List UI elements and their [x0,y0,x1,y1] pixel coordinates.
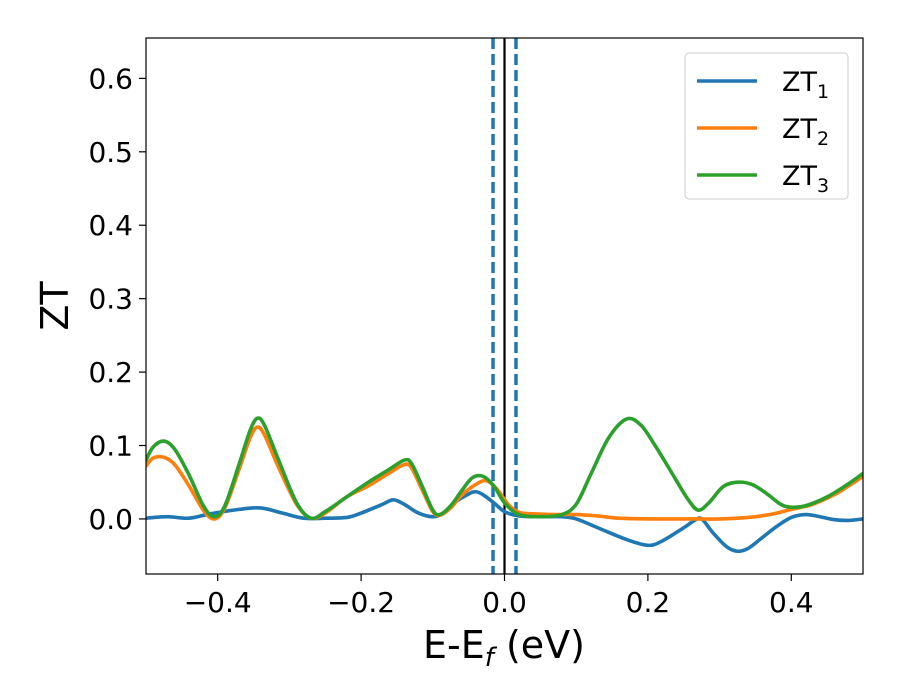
legend-label-zt3: ZT3 [782,161,829,197]
series-line-zt3 [146,416,863,521]
legend-frame [684,52,849,200]
x-axis-title: E-Ef (eV) [423,623,585,673]
y-tick-label: 0.2 [88,356,133,389]
x-tick-label: 0.0 [482,586,527,619]
y-tick-label: 0.1 [88,430,133,463]
y-tick-label: 0.3 [88,283,133,316]
legend-label-zt2: ZT2 [782,114,829,150]
x-tick-label: 0.4 [769,586,814,619]
y-tick-label: 0.5 [88,136,133,169]
x-tick-label: −0.2 [327,586,395,619]
legend-label-zt1: ZT1 [782,67,829,103]
legend: ZT1 ZT2 ZT3 [684,52,849,200]
x-tick-label: −0.4 [184,586,252,619]
x-tick-label: 0.2 [626,586,671,619]
y-tick-label: 0.6 [88,62,133,95]
y-tick-label: 0.0 [88,503,133,536]
y-axis-title: ZT [33,281,77,331]
y-tick-label: 0.4 [88,209,133,242]
